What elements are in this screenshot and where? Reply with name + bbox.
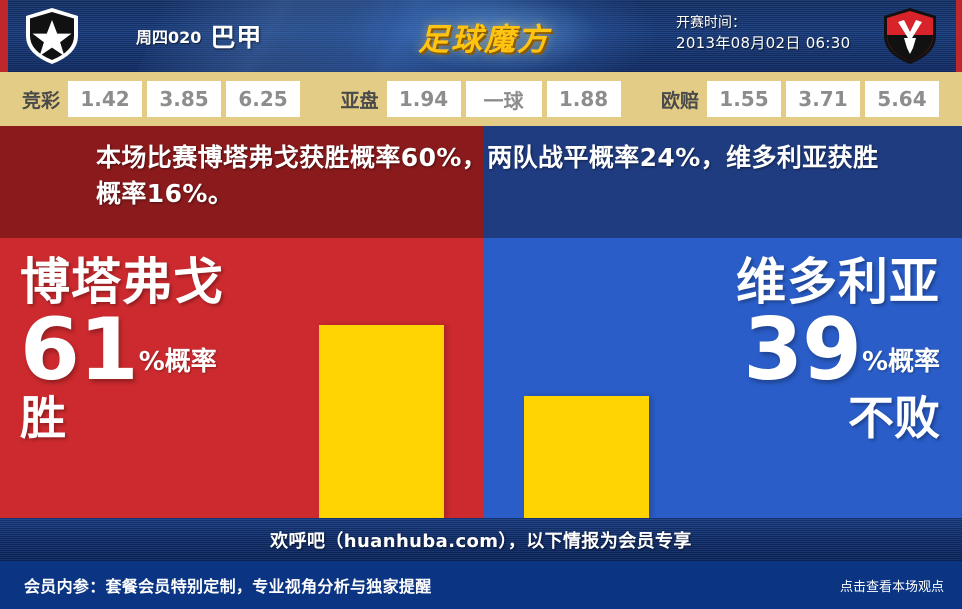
match-header: 周四020 巴甲 足球魔方 开赛时间： 2013年08月02日 06:30 — [0, 0, 962, 72]
member-text: 会员内参：套餐会员特别定制，专业视角分析与独家提醒 — [24, 577, 432, 596]
away-percent-suffix: %概率 — [861, 346, 940, 377]
odds-label-yapan: 亚盘 — [340, 89, 379, 112]
header-left-accent — [0, 0, 8, 72]
summary-text: 本场比赛博塔弗戈获胜概率60%，两队战平概率24%，维多利亚获胜概率16%。 — [96, 143, 879, 208]
view-opinion-link[interactable]: 点击查看本场观点 — [839, 579, 944, 595]
match-title: 周四020 巴甲 — [136, 0, 262, 72]
odds-value-jingcai-draw[interactable]: 3.85 — [147, 81, 222, 117]
odds-bar: 竞彩 1.42 3.85 6.25 亚盘 1.94 一球 1.88 欧赔 1.5… — [0, 72, 962, 126]
odds-value-oupei-home[interactable]: 1.55 — [706, 81, 781, 117]
away-percent-value: 39 — [743, 299, 862, 400]
match-round: 周四020 — [136, 28, 202, 47]
home-probability-bar — [319, 325, 444, 518]
odds-value-oupei-draw[interactable]: 3.71 — [785, 81, 860, 117]
kickoff-label: 开赛时间： — [676, 15, 746, 31]
promo-text: 欢呼吧（huanhuba.com），以下情报为会员专享 — [270, 530, 692, 552]
home-percent-value: 61 — [20, 299, 139, 400]
home-team-block: 博塔弗戈 61 %概率 胜 — [20, 256, 224, 442]
away-probability-bar — [524, 396, 649, 518]
away-team-name: 维多利亚 — [736, 253, 940, 311]
summary-band — [0, 126, 962, 238]
odds-value-yapan-away[interactable]: 1.88 — [546, 81, 621, 117]
home-result-label: 胜 — [20, 390, 66, 445]
vitoria-crest — [880, 6, 940, 66]
odds-label-jingcai: 竞彩 — [22, 89, 61, 112]
home-percent-row: 61 %概率 — [20, 299, 224, 400]
away-result-label: 不败 — [848, 390, 940, 445]
promo-bar: 欢呼吧（huanhuba.com），以下情报为会员专享 — [0, 518, 962, 561]
odds-value-jingcai-away[interactable]: 6.25 — [226, 81, 301, 117]
summary-band-left — [0, 126, 483, 238]
odds-label-oupei: 欧赔 — [660, 89, 699, 112]
odds-value-yapan-handicap[interactable]: 一球 — [465, 81, 542, 117]
botafogo-crest — [22, 6, 82, 66]
odds-group-yapan: 亚盘 1.94 一球 1.88 — [340, 72, 625, 126]
home-percent-suffix: %概率 — [138, 346, 217, 377]
odds-value-yapan-home[interactable]: 1.94 — [386, 81, 461, 117]
kickoff-info: 开赛时间： 2013年08月02日 06:30 — [676, 13, 850, 55]
home-team-name: 博塔弗戈 — [20, 253, 224, 311]
kickoff-value: 2013年08月02日 06:30 — [676, 34, 851, 53]
match-league: 巴甲 — [210, 23, 263, 52]
odds-group-jingcai: 竞彩 1.42 3.85 6.25 — [22, 72, 305, 126]
brand-logo: 足球魔方 — [418, 21, 550, 58]
away-percent-row: 39 %概率 — [736, 299, 940, 400]
odds-group-oupei: 欧赔 1.55 3.71 5.64 — [661, 72, 944, 126]
header-right-accent — [956, 0, 962, 72]
summary-band-right — [483, 126, 962, 238]
odds-value-jingcai-home[interactable]: 1.42 — [68, 81, 143, 117]
away-team-block: 维多利亚 39 %概率 不败 — [736, 256, 940, 442]
odds-value-oupei-away[interactable]: 5.64 — [864, 81, 939, 117]
member-bar: 会员内参：套餐会员特别定制，专业视角分析与独家提醒 点击查看本场观点 — [0, 561, 962, 609]
probability-board: 本场比赛博塔弗戈获胜概率60%，两队战平概率24%，维多利亚获胜概率16%。 博… — [0, 126, 962, 518]
